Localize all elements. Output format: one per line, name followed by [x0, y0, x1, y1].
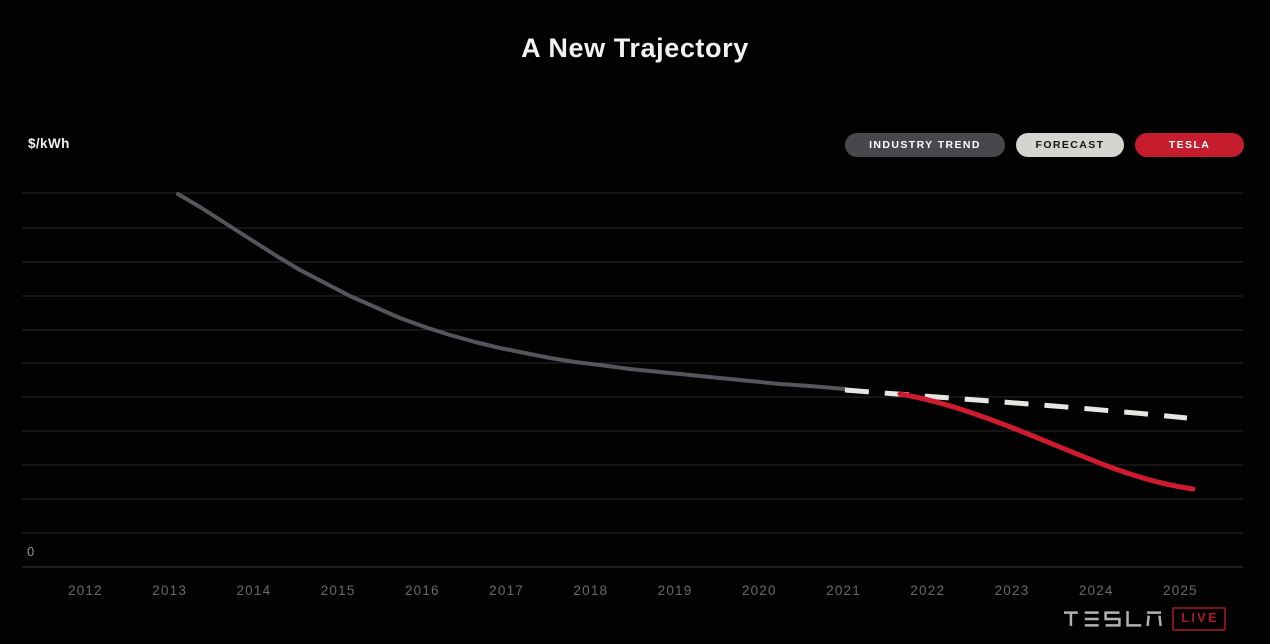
x-axis-label: 2013 [152, 583, 188, 598]
wordmark-letter-a [1146, 611, 1163, 627]
x-axis-label: 2014 [236, 583, 272, 598]
wordmark-letter-t [1064, 611, 1079, 627]
tesla-line [897, 391, 1196, 492]
forecast-line [844, 387, 1188, 421]
y-axis-unit-label: $/kWh [28, 136, 70, 151]
page-title: A New Trajectory [521, 33, 749, 63]
wordmark-letter-l [1126, 611, 1142, 627]
wordmark-letter-s [1104, 611, 1121, 627]
gridlines [22, 192, 1243, 568]
wordmark-letter-e [1084, 611, 1099, 627]
industry-trend-line [176, 192, 847, 391]
x-axis-label: 2022 [910, 583, 946, 598]
x-axis-label: 2017 [489, 583, 525, 598]
y-axis-zero-label: 0 [27, 544, 36, 559]
x-axis: 2012 2013 2014 2015 2016 2017 2018 2019 2020 2021… [68, 583, 1198, 598]
chart-legend: INDUSTRY TREND FORECAST TESLA [845, 133, 1244, 157]
live-badge: LIVE [1172, 607, 1226, 631]
x-axis-label: 2016 [404, 583, 440, 598]
legend-tesla: TESLA [1135, 133, 1244, 157]
x-axis-label: 2015 [320, 583, 356, 598]
x-axis-label: 2020 [741, 583, 777, 598]
legend-forecast: FORECAST [1016, 133, 1124, 157]
footer-logo: LIVE [1064, 607, 1226, 631]
x-axis-label: 2019 [657, 583, 693, 598]
legend-industry-trend: INDUSTRY TREND [845, 133, 1005, 157]
x-axis-label: 2021 [826, 583, 861, 598]
x-axis-label: 2012 [68, 583, 103, 598]
x-axis-label: 2023 [994, 583, 1030, 598]
x-axis-label: 2018 [573, 583, 609, 598]
x-axis-label: 2024 [1078, 583, 1114, 598]
tesla-wordmark [1064, 611, 1163, 627]
x-axis-label: 2025 [1163, 583, 1198, 598]
